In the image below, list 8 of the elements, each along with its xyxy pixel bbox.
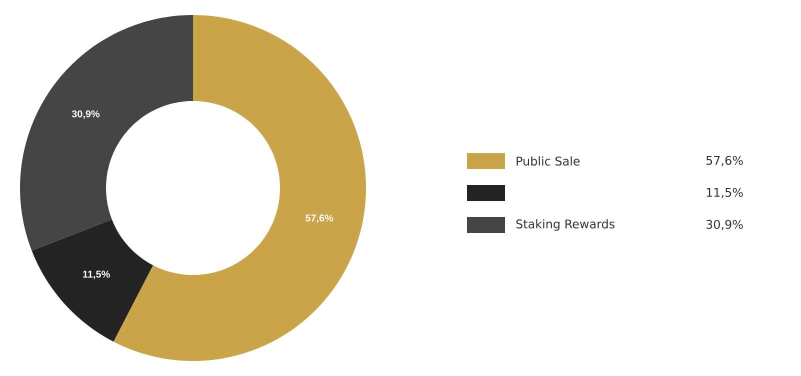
text: 11,5% [706, 188, 743, 198]
text: 57,6% [706, 156, 743, 166]
text: 30,9% [706, 220, 743, 230]
legend-label: Public Sale [516, 156, 580, 166]
data-label: 11,5% [83, 270, 110, 280]
data-label: 30,9% [72, 110, 100, 119]
data-label: 57,6% [306, 214, 334, 223]
legend-label: Staking Rewards [516, 219, 615, 231]
